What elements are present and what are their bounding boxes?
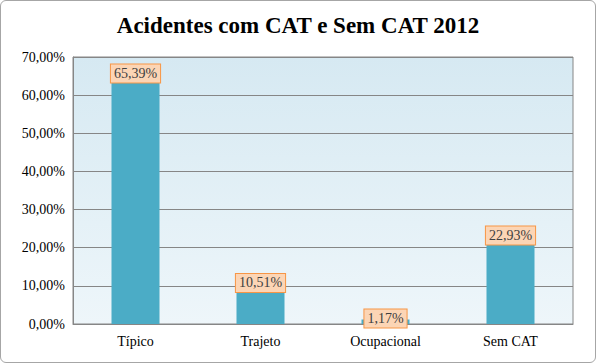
svg-text:Ocupacional: Ocupacional (350, 334, 421, 349)
svg-text:10,00%: 10,00% (22, 278, 66, 293)
svg-text:10,51%: 10,51% (239, 275, 283, 290)
svg-text:60,00%: 60,00% (22, 88, 66, 103)
svg-text:65,39%: 65,39% (114, 66, 158, 81)
svg-text:Sem CAT: Sem CAT (483, 334, 538, 349)
svg-text:30,00%: 30,00% (22, 202, 66, 217)
svg-text:Acidentes com CAT e Sem CAT 20: Acidentes com CAT e Sem CAT 2012 (117, 13, 479, 38)
svg-text:1,17%: 1,17% (367, 311, 404, 326)
svg-text:40,00%: 40,00% (22, 164, 66, 179)
svg-text:Típico: Típico (117, 334, 154, 349)
svg-text:50,00%: 50,00% (22, 126, 66, 141)
svg-text:0,00%: 0,00% (29, 317, 66, 332)
svg-text:Trajeto: Trajeto (241, 334, 281, 349)
svg-text:22,93%: 22,93% (489, 228, 533, 243)
svg-text:20,00%: 20,00% (22, 240, 66, 255)
svg-text:70,00%: 70,00% (22, 50, 66, 65)
